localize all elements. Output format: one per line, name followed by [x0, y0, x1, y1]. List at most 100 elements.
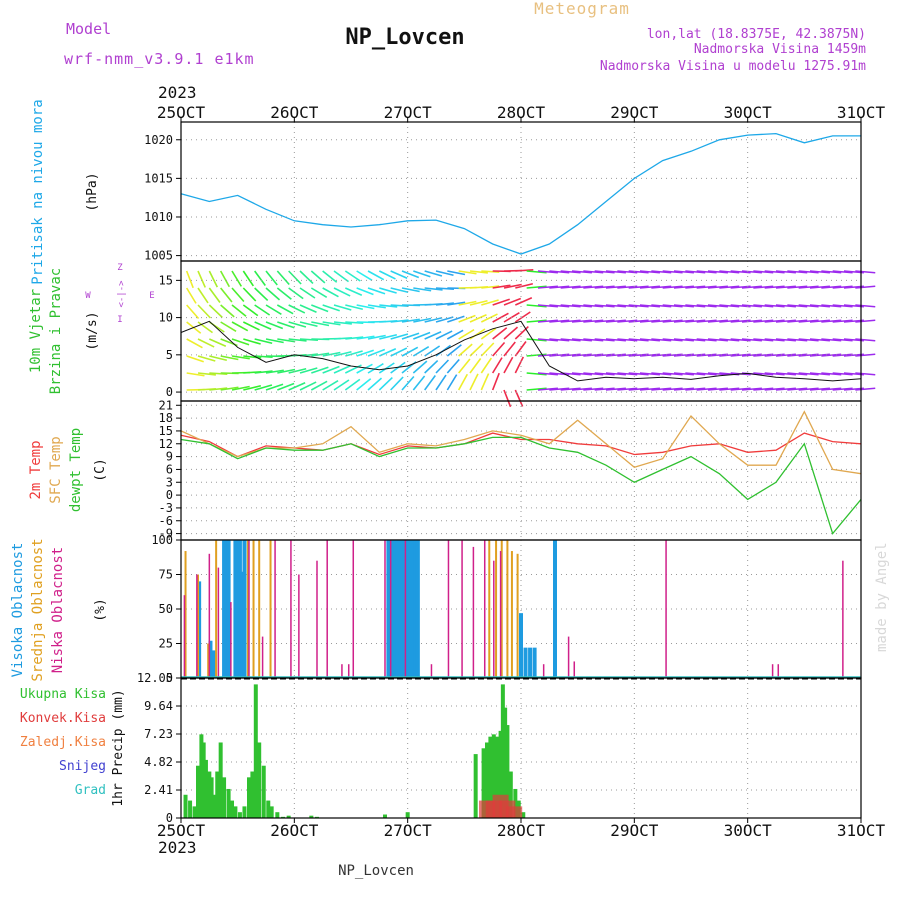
- cloud-bar: [326, 540, 328, 678]
- cloud-bar: [258, 540, 260, 678]
- wind-legend-axis: <-|->: [117, 280, 127, 308]
- precip-bar-total: [188, 801, 192, 818]
- cloud-bar: [390, 540, 392, 678]
- credit-label: made by Angel: [874, 542, 890, 652]
- precip-bar-total: [254, 684, 258, 818]
- y-tick-label: 1005: [144, 249, 173, 263]
- cloud-bar: [553, 540, 557, 678]
- cloud-bar: [248, 540, 250, 678]
- product-title: Meteogram: [534, 0, 630, 18]
- cloud-bar: [524, 648, 528, 678]
- cloud-side-label-mid: Srednja Oblacnost: [30, 538, 46, 681]
- cloud-bar: [511, 551, 513, 678]
- cloud-bar: [528, 648, 532, 678]
- cloud-bar: [493, 561, 495, 678]
- cloud-bar: [384, 540, 386, 678]
- y-tick-label: 2.41: [144, 783, 173, 797]
- temp-side-label-2m: 2m Temp: [28, 440, 44, 499]
- temp-side-label-sfc: SFC Temp: [48, 436, 64, 503]
- station-title: NP_Lovcen: [345, 25, 464, 50]
- bottom-x-tick-label: 28OCT: [497, 821, 546, 840]
- pressure-unit-label: (hPa): [85, 172, 100, 211]
- y-tick-label: 9: [166, 450, 173, 464]
- precip-bar-total: [270, 806, 274, 818]
- bottom-x-tick-label: 30OCT: [724, 821, 773, 840]
- y-tick-label: 12: [159, 437, 173, 451]
- precip-bar-total: [257, 742, 261, 818]
- cloud-bar: [517, 554, 519, 678]
- y-tick-label: -3: [159, 501, 173, 515]
- y-tick-label: 50: [159, 602, 173, 616]
- precip-bar-total: [250, 772, 254, 818]
- precip-legend-item: Grad: [75, 783, 106, 798]
- cloud-bar: [574, 661, 576, 678]
- precip-bar-total: [275, 812, 279, 818]
- precip-bar-total: [238, 812, 242, 818]
- year-top: 2023: [158, 83, 197, 102]
- wind-legend-e: E: [149, 291, 154, 301]
- precip-legend-item: Ukupna Kisa: [20, 687, 106, 702]
- cloud-bar: [665, 540, 667, 678]
- y-tick-label: 75: [159, 568, 173, 582]
- y-tick-label: 3: [166, 475, 173, 489]
- cloud-bar: [495, 540, 497, 678]
- cloud-bar: [196, 575, 198, 679]
- y-tick-label: 18: [159, 411, 173, 425]
- bottom-x-tick-label: 29OCT: [610, 821, 659, 840]
- cloud-bar: [448, 540, 450, 678]
- precip-bar-total: [406, 812, 410, 818]
- cloud-bar: [568, 637, 570, 678]
- precip-bar-total: [242, 806, 246, 818]
- y-tick-label: 6: [166, 462, 173, 476]
- y-tick-label: 15: [159, 424, 173, 438]
- bottom-x-tick-label: 27OCT: [384, 821, 433, 840]
- wind-legend-s: I: [117, 315, 122, 325]
- wind-legend-w: W: [85, 291, 91, 301]
- precip-bar-total: [184, 795, 188, 818]
- cloud-unit-label: (%): [93, 598, 108, 621]
- cloud-bar: [218, 568, 220, 678]
- year-bottom: 2023: [158, 838, 197, 857]
- y-tick-label: 1010: [144, 210, 173, 224]
- cloud-bar: [253, 540, 255, 678]
- precip-bar-total: [222, 777, 226, 818]
- cloud-bar: [209, 554, 211, 678]
- y-tick-label: 5: [166, 348, 173, 362]
- cloud-bar: [242, 540, 246, 678]
- y-tick-label: 9.64: [144, 699, 173, 713]
- cloud-bar: [184, 595, 186, 678]
- cloud-bar: [230, 602, 232, 678]
- y-tick-label: 1020: [144, 133, 173, 147]
- cloud-bar: [500, 551, 502, 678]
- cloud-bar: [290, 540, 292, 678]
- cloud-side-label-low: Niska Oblacnost: [50, 547, 66, 673]
- y-tick-label: 7.23: [144, 727, 173, 741]
- cloud-side-label-high: Visoka Oblacnost: [10, 543, 26, 678]
- cloud-bar: [348, 664, 350, 678]
- precip-legend-item: Zaledj.Kisa: [20, 735, 106, 750]
- cloud-bar: [533, 648, 537, 678]
- y-tick-label: 15: [159, 273, 173, 287]
- precip-bar-total: [474, 754, 478, 818]
- cloud-bar: [461, 540, 463, 678]
- y-tick-label: 12.05: [137, 671, 173, 685]
- y-tick-label: 100: [151, 533, 173, 547]
- cloud-bar: [484, 540, 486, 678]
- precip-bar-total: [233, 806, 237, 818]
- cloud-bar: [519, 613, 523, 678]
- cloud-bar: [543, 664, 545, 678]
- cloud-bar: [473, 547, 475, 678]
- bottom-x-tick-label: 26OCT: [270, 821, 319, 840]
- y-tick-label: 21: [159, 398, 173, 412]
- precip-side-label: 1hr Precip (mm): [111, 689, 126, 806]
- cloud-bar: [316, 561, 318, 678]
- cloud-bar: [416, 540, 420, 678]
- precip-bar-total: [215, 772, 219, 818]
- lonlat-label: lon,lat (18.8375E, 42.3875N): [647, 27, 866, 42]
- cloud-bar: [341, 664, 343, 678]
- temp-side-label-dewpt: dewpt Temp: [68, 428, 84, 512]
- precip-bar-total: [262, 766, 266, 818]
- y-tick-label: 10: [159, 311, 173, 325]
